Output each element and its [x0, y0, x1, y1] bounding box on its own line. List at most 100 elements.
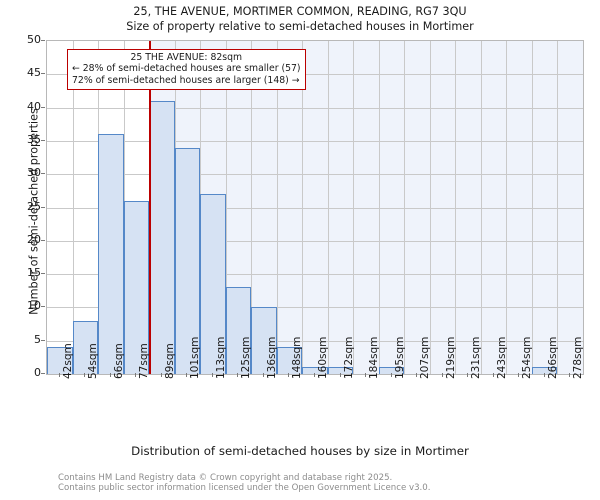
gridline-vertical — [430, 41, 431, 374]
x-axis-tick-mark — [237, 373, 238, 377]
gridline-vertical — [277, 41, 278, 374]
y-axis-label: Number of semi-detached properties — [27, 108, 41, 315]
y-axis-tick-mark — [41, 306, 45, 308]
gridline-vertical — [455, 41, 456, 374]
histogram-bar — [379, 367, 404, 374]
annotation-line3: 72% of semi-detached houses are larger (… — [72, 74, 300, 86]
gridline-horizontal — [47, 307, 583, 309]
x-axis-tick-label: 195sqm — [394, 336, 406, 379]
x-axis-tick-label: 231sqm — [470, 336, 482, 379]
x-axis-tick-mark — [391, 373, 392, 377]
footer-attribution: Contains HM Land Registry data © Crown c… — [58, 473, 588, 494]
x-axis-tick-label: 77sqm — [138, 343, 150, 379]
gridline-horizontal — [47, 240, 583, 242]
x-axis-tick-mark — [263, 373, 264, 377]
histogram-bar — [277, 347, 302, 374]
x-axis-tick-label: 243sqm — [496, 336, 508, 379]
y-axis-tick-label: 45 — [27, 66, 41, 80]
page-subtitle: Size of property relative to semi-detach… — [126, 20, 474, 33]
x-axis-tick-mark — [288, 373, 289, 377]
x-axis-tick-mark — [59, 373, 60, 377]
x-axis-tick-mark — [569, 373, 570, 377]
x-axis-tick-mark — [467, 373, 468, 377]
y-axis-tick-label: 20 — [27, 232, 41, 246]
histogram-bar — [47, 347, 73, 374]
x-axis-label: Distribution of semi-detached houses by … — [131, 444, 469, 458]
x-axis-tick-label: 113sqm — [215, 336, 227, 379]
property-size-marker-line — [149, 41, 151, 374]
y-axis-tick-label: 15 — [27, 266, 41, 280]
y-axis-tick-label: 10 — [27, 299, 41, 313]
x-axis-tick-label: 160sqm — [317, 336, 329, 379]
y-axis-tick-mark — [41, 173, 45, 175]
histogram-bar — [73, 320, 98, 374]
y-axis-tick-label: 35 — [27, 132, 41, 146]
x-axis-tick-mark — [340, 373, 341, 377]
x-axis-tick-label: 101sqm — [189, 336, 201, 379]
gridline-horizontal — [47, 140, 583, 142]
y-axis-tick-mark — [41, 239, 45, 241]
gridline-horizontal — [47, 274, 583, 276]
histogram-bar — [302, 367, 328, 374]
annotation-line2: ← 28% of semi-detached houses are smalle… — [72, 63, 301, 75]
gridline-horizontal — [47, 207, 583, 209]
x-axis-tick-label: 207sqm — [419, 336, 431, 379]
chart-title-block: 25, THE AVENUE, MORTIMER COMMON, READING… — [0, 4, 600, 34]
x-axis-tick-label: 219sqm — [445, 336, 457, 379]
x-axis-tick-mark — [518, 373, 519, 377]
x-axis-tick-mark — [110, 373, 111, 377]
x-axis-tick-mark — [365, 373, 366, 377]
x-axis-tick-label: 254sqm — [521, 336, 533, 379]
y-axis-tick-mark — [41, 273, 45, 275]
x-axis-tick-label: 125sqm — [240, 336, 252, 379]
y-axis-tick-mark — [41, 73, 45, 75]
histogram-bar — [200, 194, 226, 374]
gridline-horizontal — [47, 107, 583, 109]
x-axis-tick-label: 278sqm — [572, 336, 584, 379]
gridline-vertical — [506, 41, 507, 374]
y-axis-tick-mark — [41, 206, 45, 208]
x-axis-tick-mark — [212, 373, 213, 377]
gridline-vertical — [302, 41, 303, 374]
x-axis-tick-label: 184sqm — [368, 336, 380, 379]
gridline-vertical — [404, 41, 405, 374]
gridline-vertical — [481, 41, 482, 374]
x-axis-tick-label: 42sqm — [62, 343, 74, 379]
x-axis-tick-label: 54sqm — [87, 343, 99, 379]
x-axis-tick-mark — [544, 373, 545, 377]
gridline-vertical — [532, 41, 533, 374]
y-axis: 0 5 10 15 20 25 30 35 40 45 50 — [0, 0, 45, 500]
histogram-bar — [532, 367, 557, 374]
x-axis-tick-label: 148sqm — [291, 336, 303, 379]
histogram-bar — [149, 100, 175, 374]
gridline-horizontal — [47, 174, 583, 176]
x-axis-tick-mark — [84, 373, 85, 377]
x-axis-tick-mark — [493, 373, 494, 377]
y-axis-tick-mark — [41, 373, 45, 374]
gridline-vertical — [379, 41, 380, 374]
gridline-horizontal — [47, 74, 583, 76]
y-axis-tick-label: 25 — [27, 199, 41, 213]
histogram-bar — [328, 367, 353, 374]
x-axis-tick-mark — [416, 373, 417, 377]
gridline-vertical — [226, 41, 227, 374]
y-axis-tick-mark — [41, 139, 45, 141]
histogram-bar — [251, 307, 277, 374]
y-axis-tick-label: 50 — [27, 33, 41, 46]
x-axis-tick-label: 136sqm — [266, 336, 278, 379]
histogram-bar — [124, 200, 149, 374]
y-axis-tick-mark — [41, 40, 45, 41]
gridline-vertical — [557, 41, 558, 374]
x-axis-tick-label: 172sqm — [343, 336, 355, 379]
y-axis-tick-label: 30 — [27, 166, 41, 180]
gridline-vertical — [353, 41, 354, 374]
y-axis-tick-mark — [41, 339, 45, 341]
plot-area: 25 THE AVENUE: 82sqm ← 28% of semi-detach… — [46, 40, 584, 375]
y-axis-tick-label: 5 — [34, 332, 41, 346]
x-axis-tick-label: 66sqm — [113, 343, 125, 379]
histogram-bar — [98, 134, 124, 374]
annotation-box: 25 THE AVENUE: 82sqm ← 28% of semi-detach… — [67, 49, 306, 91]
histogram-bar — [226, 287, 251, 374]
gridline-vertical — [328, 41, 329, 374]
